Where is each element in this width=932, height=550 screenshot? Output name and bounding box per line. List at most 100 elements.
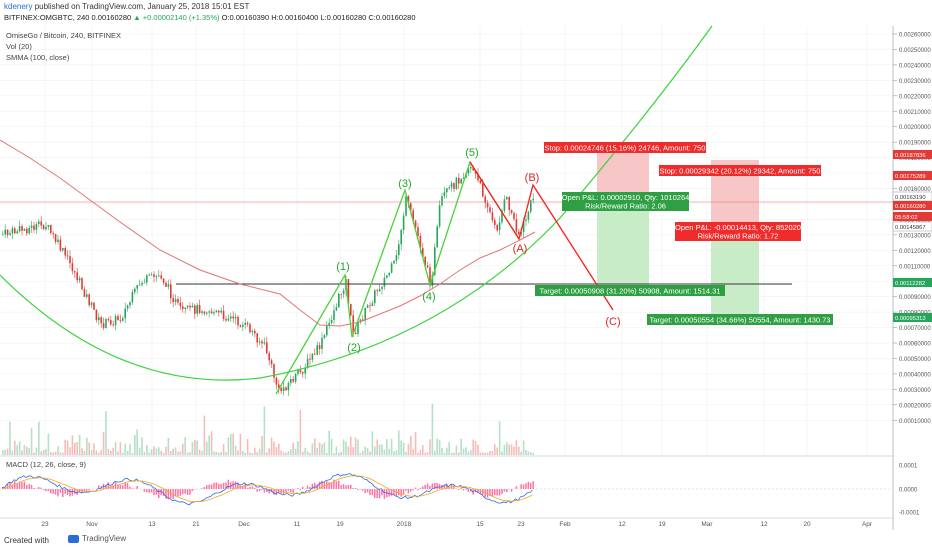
- volume-bar: [220, 451, 222, 455]
- volume-bar: [292, 442, 294, 455]
- macd-histogram-bar: [263, 489, 266, 493]
- volume-bar: [18, 441, 21, 455]
- macd-histogram-bar: [261, 489, 263, 491]
- macd-histogram-bar: [354, 487, 357, 489]
- candle-body: [290, 378, 292, 383]
- wave-label: (C): [605, 316, 620, 328]
- macd-histogram-bar: [381, 489, 383, 496]
- time-tick-label: Dec: [238, 521, 250, 528]
- macd-histogram-bar: [28, 484, 30, 489]
- macd-histogram-bar: [184, 489, 186, 494]
- candle-body: [278, 384, 280, 388]
- candle-body: [42, 225, 45, 230]
- candle-body: [491, 212, 494, 221]
- candle-body: [405, 196, 407, 216]
- price-tick-label: 0.00250000: [899, 48, 931, 54]
- volume-bar: [148, 452, 150, 455]
- macd-histogram-bar: [218, 483, 220, 489]
- macd-histogram-bar: [179, 489, 182, 496]
- author-link[interactable]: kdenery: [4, 2, 33, 11]
- volume-bar: [30, 427, 33, 455]
- candle-body: [342, 290, 345, 294]
- candle-body: [170, 284, 172, 299]
- wave-abc-lines[interactable]: [469, 161, 614, 311]
- candle-body: [311, 353, 314, 360]
- candle-body: [306, 358, 309, 368]
- volume-bar: [474, 440, 477, 455]
- price-tick-label: 0.00030000: [899, 388, 931, 394]
- volume-bar: [170, 451, 172, 455]
- volume-bar: [318, 442, 321, 455]
- volume-bar: [189, 452, 191, 455]
- macd-histogram-bar: [112, 485, 114, 489]
- candle-body: [203, 311, 206, 314]
- macd-histogram-bar: [74, 489, 76, 494]
- volume-bar: [503, 444, 506, 455]
- tradingview-logo[interactable]: TradingView: [68, 534, 126, 543]
- candle-body: [64, 248, 66, 256]
- volume-bar: [59, 452, 62, 455]
- macd-histogram-bar: [422, 486, 424, 489]
- trend-curve[interactable]: [0, 25, 713, 381]
- candle-body: [359, 319, 362, 322]
- time-tick-label: 11: [294, 521, 301, 528]
- candle-body: [213, 312, 215, 314]
- volume-bar: [275, 447, 278, 455]
- candle-body: [98, 317, 100, 321]
- candle-body: [52, 232, 54, 235]
- stop-zone-1[interactable]: [597, 145, 649, 195]
- volume-bar: [395, 450, 398, 455]
- candle-body: [412, 210, 414, 221]
- candle-body: [210, 311, 213, 314]
- price-axis-label-bg: [893, 201, 932, 210]
- volume-bar: [386, 439, 388, 455]
- candle-body: [489, 207, 491, 213]
- volume-bar: [424, 452, 426, 455]
- time-tick-label: 2018: [397, 521, 412, 528]
- macd-histogram-bar: [220, 484, 222, 489]
- candle-body: [330, 319, 333, 323]
- volume-bar: [280, 450, 282, 455]
- target-label-bg-1: [535, 285, 725, 296]
- volume-bar: [467, 451, 470, 455]
- macd-histogram-bar: [210, 484, 213, 489]
- candle-body: [122, 318, 124, 321]
- macd-histogram-bar: [54, 489, 57, 495]
- candle-body: [225, 319, 227, 321]
- candle-body: [494, 220, 496, 225]
- candle-body: [383, 277, 386, 287]
- candle-body: [93, 302, 95, 310]
- target-zone-2[interactable]: [711, 227, 759, 314]
- candle-body: [237, 316, 239, 326]
- volume-bar: [107, 448, 110, 455]
- candle-body: [222, 310, 225, 320]
- macd-histogram-bar: [131, 488, 134, 489]
- candle-body: [191, 305, 194, 308]
- candle-body: [28, 227, 30, 234]
- time-axis[interactable]: 23 Nov 13 21 Dec 11 19 2018 15 23 Feb 12 19 Mar 12 20 Ap…: [41, 521, 873, 528]
- wave-label: (4): [422, 291, 435, 303]
- price-tick-label: 0.00040000: [899, 372, 931, 378]
- candle-body: [438, 205, 441, 227]
- volume-bar: [208, 435, 210, 455]
- candle-body: [453, 183, 455, 189]
- volume-bar: [160, 450, 162, 455]
- volume-bar: [273, 441, 275, 455]
- volume-bar: [398, 430, 400, 455]
- volume-bar: [54, 451, 57, 455]
- macd-histogram-bar: [124, 482, 126, 489]
- volume-bar: [234, 445, 237, 455]
- candle-body: [326, 325, 328, 336]
- macd-histogram-bar: [479, 489, 482, 495]
- candle-body: [18, 226, 21, 232]
- volume-bar: [74, 442, 76, 455]
- volume-bar: [491, 450, 494, 455]
- candle-body: [35, 224, 38, 230]
- volume-bar: [302, 451, 304, 455]
- macd-histogram-bar: [282, 489, 285, 494]
- candle-body: [520, 232, 522, 235]
- candle-body: [323, 335, 326, 338]
- candle-body: [177, 299, 179, 303]
- volume-bar: [71, 435, 74, 455]
